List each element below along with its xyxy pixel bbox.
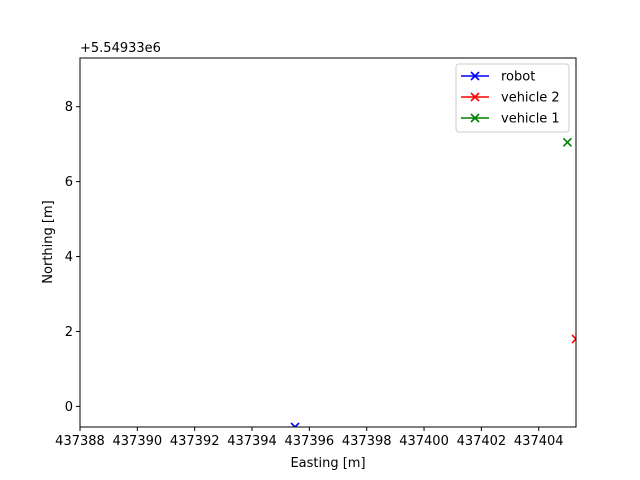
y-tick-label: 8 <box>65 100 73 115</box>
y-tick-label: 2 <box>65 325 73 340</box>
x-tick-label: 437400 <box>399 434 449 449</box>
plot-area-frame <box>79 57 577 428</box>
x-axis-ticks: 437388 437390 437392 437394 437396 437398 4374… <box>55 427 564 449</box>
legend: robot vehicle 2 vehicle 1 <box>455 63 570 133</box>
x-tick-label: 437396 <box>285 434 335 449</box>
point-vehicle-2 <box>571 334 576 344</box>
y-offset-label: +5.54933e6 <box>80 41 161 56</box>
y-tick-label: 6 <box>65 175 73 190</box>
x-tick-label: 437402 <box>457 434 507 449</box>
legend-label: vehicle 2 <box>501 91 560 106</box>
y-tick-label: 4 <box>65 250 73 265</box>
x-tick-label: 437398 <box>342 434 392 449</box>
x-tick-label: 437392 <box>170 434 220 449</box>
legend-item: vehicle 2 <box>461 91 560 106</box>
data-points <box>290 137 576 427</box>
legend-box <box>455 63 570 133</box>
point-vehicle-1 <box>562 137 572 147</box>
y-axis-label: Northing [m] <box>41 200 56 283</box>
y-axis-ticks: 0 2 4 6 8 <box>65 100 80 415</box>
x-tick-label: 437394 <box>227 434 277 449</box>
legend-item: vehicle 1 <box>461 112 560 127</box>
legend-label: robot <box>501 70 535 85</box>
x-axis-label: Easting [m] <box>290 456 365 471</box>
legend-label: vehicle 1 <box>501 112 560 127</box>
x-tick-label: 437404 <box>514 434 564 449</box>
x-tick-label: 437390 <box>113 434 163 449</box>
point-robot <box>290 422 300 427</box>
y-tick-label: 0 <box>65 400 73 415</box>
legend-item: robot <box>461 70 535 85</box>
x-tick-label: 437388 <box>55 434 105 449</box>
